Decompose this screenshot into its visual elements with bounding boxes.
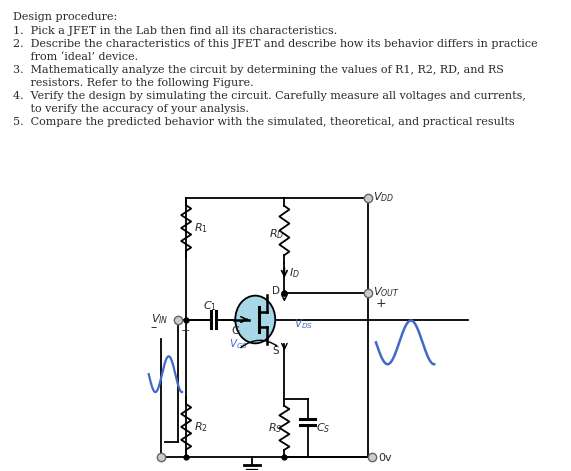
Text: 5.  Compare the predicted behavior with the simulated, theoretical, and practica: 5. Compare the predicted behavior with t… (13, 117, 514, 127)
Text: $R_1$: $R_1$ (194, 221, 208, 235)
Text: S: S (273, 346, 279, 357)
Text: 1.  Pick a JFET in the Lab then find all its characteristics.: 1. Pick a JFET in the Lab then find all … (13, 26, 337, 36)
Text: +: + (376, 297, 387, 310)
Text: G: G (231, 326, 239, 336)
Text: $V_{OUT}$: $V_{OUT}$ (373, 285, 400, 299)
Text: 4.  Verify the design by simulating the circuit. Carefully measure all voltages : 4. Verify the design by simulating the c… (13, 91, 526, 101)
Text: $V_{DS}$: $V_{DS}$ (295, 317, 313, 332)
Text: $I_D$: $I_D$ (288, 266, 299, 280)
Text: $V_{IN}$: $V_{IN}$ (151, 313, 168, 326)
Text: 2.  Describe the characteristics of this JFET and describe how its behavior diff: 2. Describe the characteristics of this … (13, 39, 538, 49)
Text: $C_S$: $C_S$ (316, 421, 331, 435)
Text: $V_{GS}$: $V_{GS}$ (230, 337, 248, 351)
Text: Design procedure:: Design procedure: (13, 12, 117, 22)
Text: $R_2$: $R_2$ (194, 420, 207, 434)
FancyArrowPatch shape (241, 340, 277, 348)
Text: $C_1$: $C_1$ (203, 300, 218, 314)
Text: +: + (180, 326, 190, 336)
Text: –: – (150, 321, 156, 334)
Text: $R_D$: $R_D$ (270, 227, 285, 242)
Text: resistors. Refer to the following Figure.: resistors. Refer to the following Figure… (13, 78, 254, 88)
Text: 0v: 0v (379, 453, 392, 463)
Text: to verify the accuracy of your analysis.: to verify the accuracy of your analysis. (13, 104, 249, 114)
Circle shape (235, 296, 275, 343)
Text: from ‘ideal’ device.: from ‘ideal’ device. (13, 52, 138, 62)
Text: D: D (272, 286, 280, 296)
Text: 3.  Mathematically analyze the circuit by determining the values of R1, R2, RD, : 3. Mathematically analyze the circuit by… (13, 65, 504, 75)
Text: $V_{DD}$: $V_{DD}$ (373, 190, 395, 204)
Text: $R_S$: $R_S$ (268, 421, 282, 435)
